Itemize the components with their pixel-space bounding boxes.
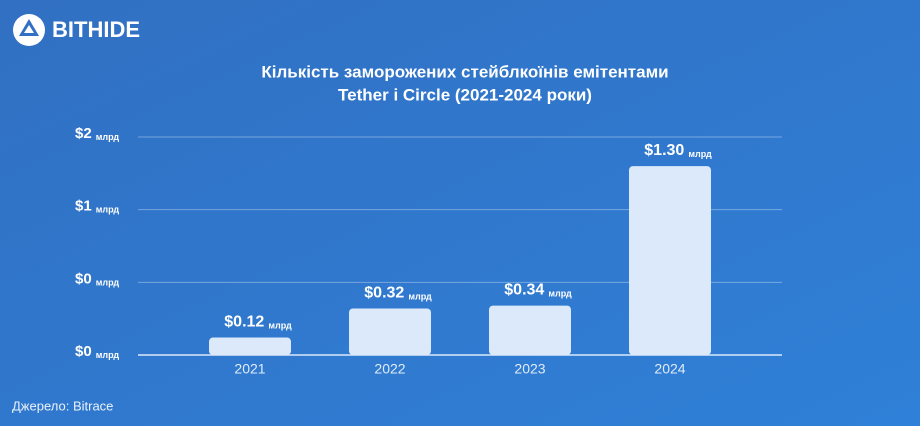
y-tick-label: $0 млрд	[75, 343, 119, 360]
bar	[349, 308, 431, 355]
x-tick-label: 2021	[234, 361, 265, 377]
y-tick-label: $0 млрд	[75, 270, 119, 287]
value-label-value: $0.34	[504, 282, 544, 299]
value-label: $1.30 млрд	[644, 142, 712, 159]
value-label: $0.34 млрд	[504, 282, 572, 299]
y-tick-label-value: $2	[75, 125, 92, 142]
unit: млрд	[268, 321, 292, 331]
y-tick-label-value: $0	[75, 343, 92, 360]
unit: млрд	[408, 292, 432, 302]
logo-text: BITHIDE	[52, 17, 140, 42]
bar	[489, 305, 571, 355]
y-tick-label-value: $1	[75, 198, 92, 215]
value-label: $0.12 млрд	[224, 314, 292, 331]
x-tick-label: 2022	[374, 361, 405, 377]
y-tick-label-value: $0	[75, 270, 92, 287]
unit: млрд	[688, 149, 712, 159]
unit: млрд	[96, 278, 120, 288]
chart-title: Кількість заморожених стейблкоїнів еміте…	[261, 62, 668, 81]
value-label-value: $0.12	[224, 314, 264, 331]
unit: млрд	[96, 350, 120, 360]
unit: млрд	[96, 132, 120, 142]
source: Джерело: Bitrace	[12, 398, 113, 413]
value-label: $0.32 млрд	[364, 285, 432, 302]
bar	[629, 166, 711, 355]
logo-icon	[13, 14, 45, 46]
value-label-value: $1.30	[644, 142, 684, 159]
unit: млрд	[548, 289, 572, 299]
chart-title: Tether і Circle (2021-2024 роки)	[338, 85, 592, 104]
unit: млрд	[96, 205, 120, 215]
bar	[209, 337, 291, 355]
y-tick-label: $2 млрд	[75, 125, 119, 142]
y-tick-label: $1 млрд	[75, 198, 119, 215]
value-label-value: $0.32	[364, 285, 404, 302]
x-tick-label: 2023	[514, 361, 545, 377]
x-tick-label: 2024	[654, 361, 685, 377]
